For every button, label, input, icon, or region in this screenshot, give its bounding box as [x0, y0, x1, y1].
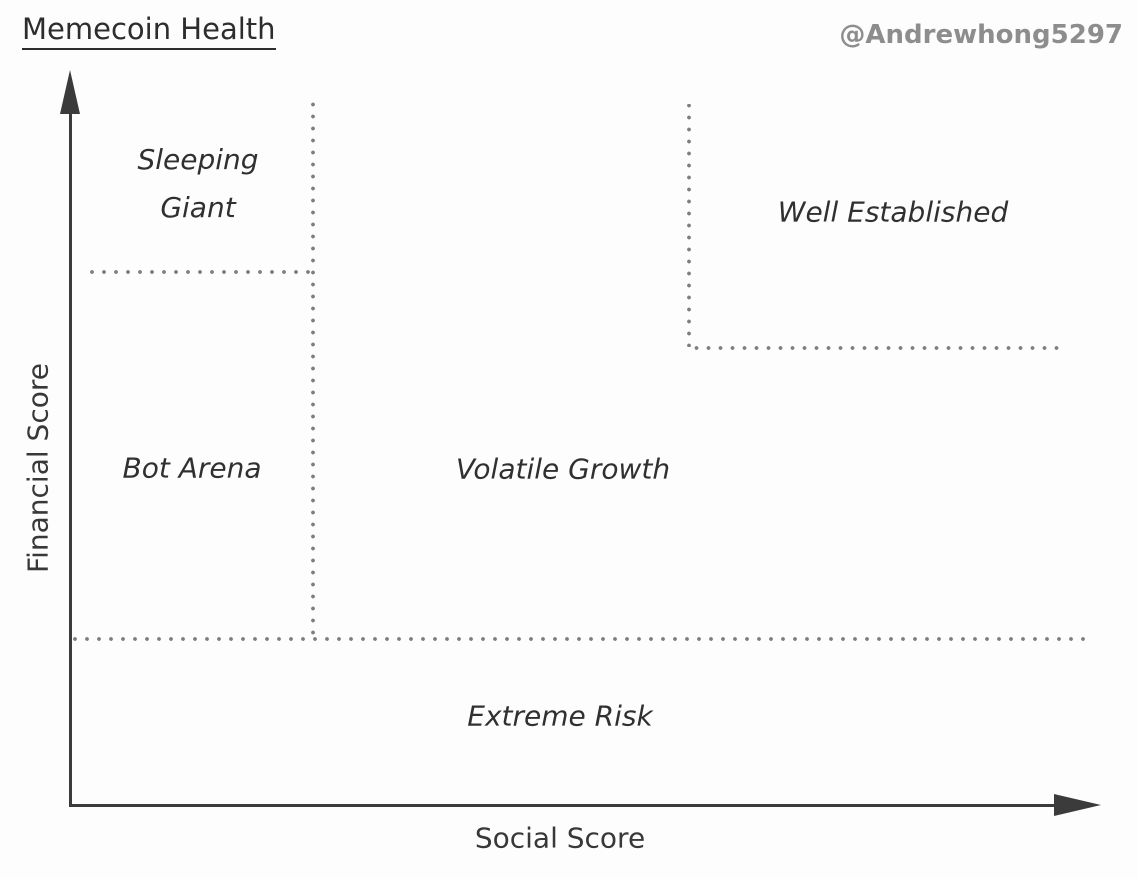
region-label-volatile-growth: Volatile Growth	[455, 452, 671, 486]
y-axis-arrow-icon	[60, 70, 80, 114]
author-handle: @Andrewhong5297	[839, 20, 1123, 50]
boundary-horizontal-extreme-risk	[70, 637, 1088, 641]
y-axis-label: Financial Score	[21, 363, 55, 573]
y-axis	[69, 104, 72, 807]
region-label-extreme-risk: Extreme Risk	[467, 699, 653, 733]
boundary-horizontal-well-established	[690, 346, 1063, 350]
boundary-vertical-left	[311, 100, 315, 637]
region-label-bot-arena: Bot Arena	[122, 451, 262, 485]
x-axis	[69, 804, 1056, 807]
region-label-well-established: Well Established	[777, 195, 1009, 229]
x-axis-label: Social Score	[474, 821, 646, 855]
boundary-vertical-well-established	[687, 104, 691, 347]
x-axis-arrow-icon	[1054, 794, 1101, 816]
boundary-horizontal-sleeping-giant	[82, 270, 318, 274]
page-title: Memecoin Health	[22, 12, 276, 50]
region-label-sleeping-giant: Sleeping Giant	[137, 143, 259, 224]
